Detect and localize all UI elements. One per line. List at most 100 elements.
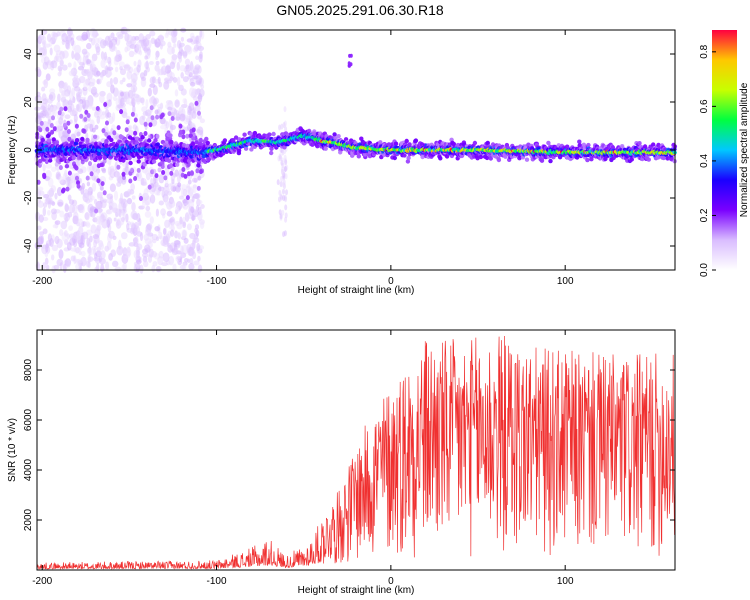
- heatmap-cell: [80, 250, 86, 257]
- heatmap-cell: [36, 112, 44, 118]
- heatmap-cell: [99, 162, 104, 168]
- heatmap-cell: [180, 252, 187, 259]
- heatmap-cell: [51, 115, 55, 121]
- heatmap-cell: [145, 205, 151, 212]
- heatmap-cell: [175, 255, 181, 262]
- heatmap-cell: [51, 254, 55, 261]
- heatmap-cell: [110, 249, 116, 258]
- heatmap-cell: [109, 137, 114, 143]
- heatmap-cell: [54, 140, 60, 145]
- heatmap-cell: [315, 144, 320, 149]
- heatmap-cell: [124, 166, 128, 173]
- heatmap-cell: [165, 121, 170, 129]
- heatmap-cell: [166, 45, 174, 55]
- heatmap-cell: [179, 219, 184, 224]
- heatmap-cell: [149, 216, 154, 224]
- heatmap-cell: [115, 171, 121, 178]
- heatmap-cell: [204, 136, 209, 142]
- heatmap-cell: [64, 164, 70, 169]
- heatmap-cell: [191, 127, 196, 133]
- heatmap-cell: [105, 120, 109, 126]
- heatmap-cell: [178, 55, 183, 63]
- heatmap-cell: [68, 70, 76, 77]
- heatmap-cell: [152, 238, 157, 244]
- heatmap-cell: [122, 202, 126, 212]
- heatmap-cell: [68, 225, 74, 232]
- heatmap-cell: [81, 128, 86, 134]
- heatmap-cell: [169, 229, 175, 237]
- heatmap-cell: [280, 123, 284, 130]
- heatmap-cell: [413, 138, 419, 143]
- heatmap-cell: [141, 97, 145, 106]
- heatmap-cell: [185, 195, 190, 201]
- heatmap-cell: [160, 208, 166, 216]
- heatmap-cell: [108, 60, 112, 67]
- heatmap-cell: [62, 82, 67, 90]
- heatmap-cell: [177, 182, 182, 188]
- heatmap-cell: [116, 248, 120, 254]
- heatmap-cell: [69, 237, 76, 246]
- heatmap-cell: [284, 216, 288, 223]
- heatmap-cell: [62, 263, 67, 274]
- heatmap-cell: [157, 256, 164, 266]
- heatmap-cell: [91, 57, 95, 67]
- heatmap-cell: [42, 262, 47, 270]
- heatmap-cell: [195, 55, 200, 61]
- heatmap-cell: [128, 178, 133, 184]
- heatmap-cell: [402, 153, 407, 158]
- heatmap-cell: [85, 198, 91, 204]
- heatmap-cell: [91, 182, 97, 192]
- heatmap-cell: [197, 126, 204, 136]
- heatmap-cell: [152, 168, 157, 174]
- heatmap-cell: [183, 237, 189, 244]
- heatmap-cell: [151, 264, 156, 273]
- heatmap-cell: [133, 249, 140, 259]
- heatmap-cell: [154, 38, 161, 48]
- heatmap-cell: [105, 65, 109, 75]
- heatmap-cell: [133, 130, 138, 136]
- heatmap-cell: [363, 152, 368, 157]
- heatmap-cell: [284, 173, 288, 180]
- heatmap-cell: [173, 249, 179, 254]
- heatmap-cell: [100, 59, 106, 69]
- heatmap-cell: [98, 216, 103, 226]
- heatmap-cell: [88, 241, 92, 248]
- heatmap-cell: [57, 124, 61, 133]
- heatmap-cell: [59, 84, 63, 94]
- heatmap-cell: [90, 78, 96, 85]
- heatmap-cell: [171, 222, 175, 231]
- heatmap-cell: [65, 186, 70, 192]
- heatmap-cell: [85, 132, 89, 140]
- heatmap-cell: [67, 136, 72, 142]
- heatmap-cell: [81, 182, 86, 190]
- heatmap-cell: [166, 242, 171, 248]
- heatmap-cell: [93, 239, 98, 248]
- heatmap-cell: [68, 180, 76, 189]
- heatmap-cell: [180, 245, 184, 254]
- heatmap-cell: [99, 185, 104, 191]
- heatmap-cell: [94, 43, 100, 50]
- heatmap-cell: [103, 51, 108, 61]
- heatmap-cell: [160, 239, 166, 247]
- heatmap-cell: [173, 108, 178, 115]
- heatmap-cell: [278, 196, 281, 203]
- heatmap-cell: [127, 89, 134, 99]
- heatmap-cell: [120, 91, 124, 97]
- heatmap-cell: [70, 255, 76, 262]
- heatmap-cell: [279, 181, 283, 188]
- heatmap-cell: [133, 113, 138, 119]
- heatmap-cell: [73, 247, 78, 253]
- heatmap-cell: [193, 44, 200, 52]
- heatmap-cell: [142, 198, 146, 209]
- heatmap-cell: [99, 114, 106, 120]
- heatmap-cell: [42, 207, 47, 217]
- heatmap-cell: [169, 76, 174, 82]
- heatmap-cell: [349, 53, 353, 58]
- heatmap-cell: [475, 156, 480, 161]
- heatmap-cell: [193, 185, 197, 194]
- heatmap-cell: [63, 230, 68, 237]
- heatmap-cell: [196, 199, 203, 205]
- heatmap-cell: [198, 53, 203, 63]
- heatmap-cell: [87, 247, 94, 256]
- heatmap-cell: [478, 154, 484, 160]
